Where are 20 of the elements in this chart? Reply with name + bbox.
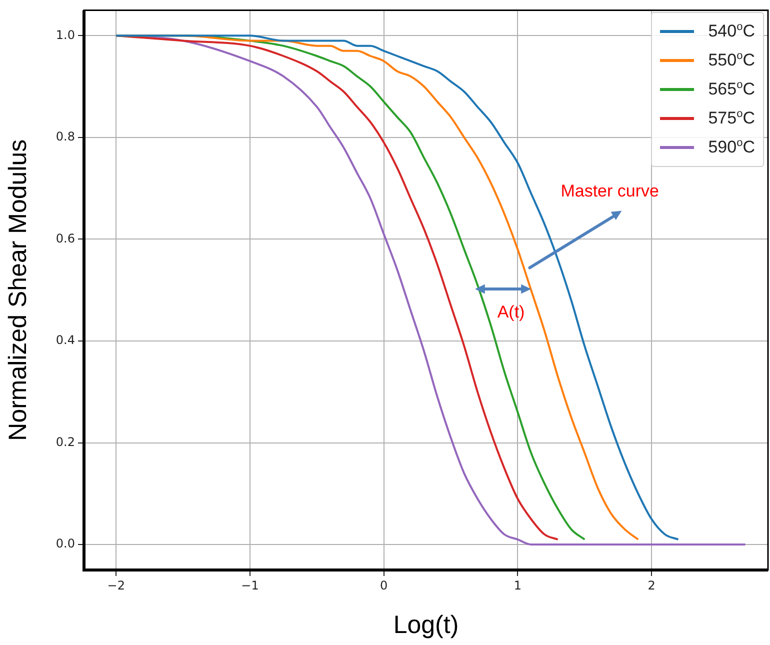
y-axis-title: Normalized Shear Modulus bbox=[4, 139, 32, 441]
legend-label: 590$^{o}$C bbox=[708, 137, 755, 158]
x-tick-label: 1 bbox=[514, 578, 522, 592]
legend-label: 565$^{o}$C bbox=[708, 79, 755, 100]
x-axis-title: Log(t) bbox=[393, 610, 459, 639]
legend-label: 540$^{o}$C bbox=[708, 21, 755, 42]
legend-label: 575$^{o}$C bbox=[708, 108, 755, 129]
y-tick-label: 0.6 bbox=[56, 231, 75, 246]
x-tick-label: 2 bbox=[648, 578, 656, 592]
x-tick-label: 0 bbox=[380, 578, 388, 592]
annotation: A(t) bbox=[497, 302, 525, 322]
legend-label: 550$^{o}$C bbox=[708, 50, 755, 71]
annotation: Master curve bbox=[560, 181, 659, 200]
y-tick-label: 0.8 bbox=[56, 130, 75, 144]
x-tick-label: −1 bbox=[241, 578, 259, 592]
y-tick-label: 0.4 bbox=[56, 333, 75, 348]
x-tick-label: −2 bbox=[107, 578, 125, 592]
y-tick-label: 1.0 bbox=[56, 28, 75, 42]
y-tick-label: 0.0 bbox=[56, 536, 75, 551]
y-tick-label: 0.2 bbox=[56, 434, 75, 449]
